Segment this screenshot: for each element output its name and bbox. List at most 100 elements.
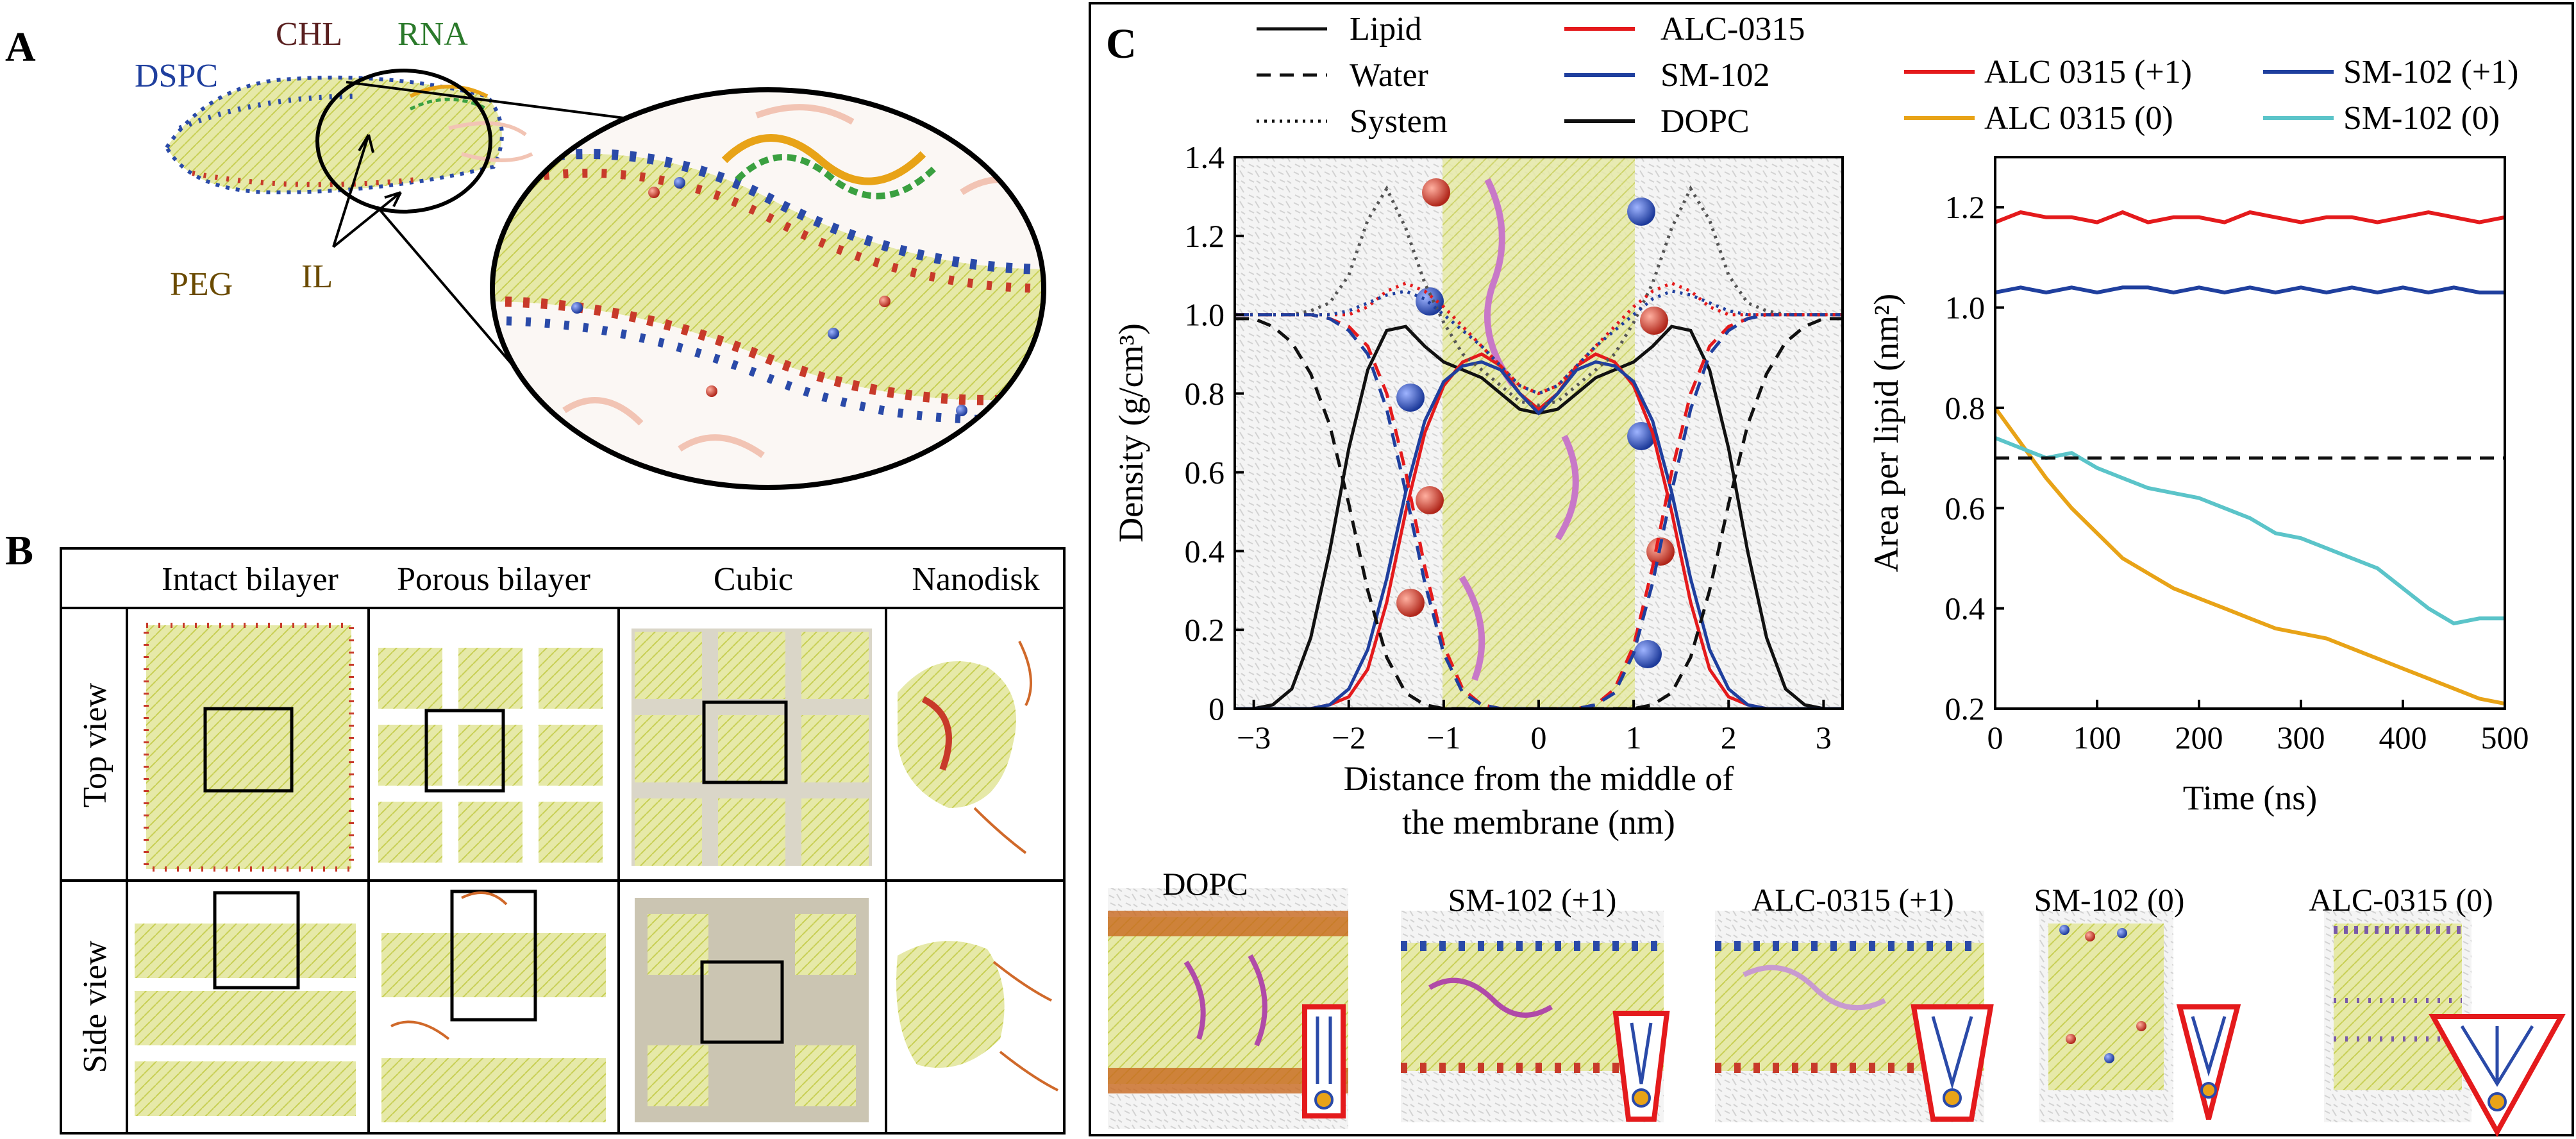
apl-series-3 [1995,436,2505,626]
density-ytick-label: 0.4 [1185,533,1225,569]
panel-b-letter: B [5,527,33,574]
density-xtick-label: −2 [1332,720,1366,755]
density-legend-label-0: ALC-0315 [1660,11,1805,47]
apl-ylabel: Area per lipid (nm²) [1867,294,1905,573]
apl-series-1 [1995,285,2505,295]
apl-xtick-label: 500 [2481,720,2529,755]
density-ytick-label: 1.2 [1185,218,1225,254]
density-xtick-label: −1 [1426,720,1460,755]
apl-ytick-label: 1.2 [1945,189,1986,225]
label-peg: PEG [170,266,233,303]
snapshot-intact-side [135,891,356,1116]
density-legend-label-dotted: System [1350,103,1448,140]
panel-c-letter: C [1106,21,1137,67]
column-header-intact: Intact bilayer [162,561,339,598]
density-ytick-label: 1.0 [1185,297,1225,333]
snapshot-nanodisk-top [898,641,1032,854]
apl-xtick-label: 100 [2073,720,2121,755]
density-xtick-label: 1 [1626,720,1642,755]
schematic-inverted-cone [1612,1011,1670,1122]
label-chl: CHL [276,16,342,53]
schematic-wide-cone [1911,1004,1994,1122]
panel-a-letter: A [5,24,36,71]
column-header-cubic: Cubic [714,561,793,598]
label-il: IL [301,258,333,295]
snapshot-alc0315-neutral: ALC-0315 (0) [2309,882,2566,1138]
apl-legend-label-2: ALC 0315 (0) [1984,100,2173,137]
row-header-top: Top view [77,682,113,807]
apl-series-0 [1995,210,2505,224]
apl-series-2 [1995,407,2505,706]
morphology-grid-frame [60,547,1066,1135]
density-legend-label-1: SM-102 [1660,57,1769,94]
apl-xtick-label: 200 [2175,720,2223,755]
snapshot-porous-top [378,648,603,863]
density-legend: Lipid Water System ALC-0315 SM-102 DOPC [1257,11,1805,140]
snapshot-cubic-top [631,629,872,866]
row-header-side: Side view [77,940,113,1073]
panel-b: B Intact bilayer Porous bilayer Cubic Na… [5,527,1066,1135]
snapshot-label-sm102-neutral: SM-102 (0) [2034,882,2185,918]
schematic-cylinder [1302,1004,1346,1118]
density-ytick-label: 0.8 [1185,376,1225,412]
density-ytick-label: 1.4 [1185,139,1225,175]
density-series-6 [1235,185,1843,407]
apl-ytick-label: 0.2 [1945,691,1986,727]
density-ytick-label: 0 [1209,691,1225,727]
apl-xtick-label: 400 [2379,720,2427,755]
snapshot-sm102-neutral: SM-102 (0) [2034,882,2241,1122]
snapshot-label-alc0315-charged: ALC-0315 (+1) [1752,882,1954,918]
schematic-small-triangle [2176,1004,2241,1120]
snapshot-label-alc0315-neutral: ALC-0315 (0) [2309,882,2493,918]
apl-plot-frame [1994,156,2506,710]
density-xtick-label: 0 [1531,720,1547,755]
apl-legend-label-1: SM-102 (+1) [2343,54,2518,90]
apl-lines [1995,210,2505,706]
apl-axes: 0 100 200 300 400 500 0.2 0.4 0.6 0.8 1.0 1.2 Time (… [1867,189,2529,817]
density-legend-label-solid: Lipid [1350,11,1422,47]
zoom-connector-top [346,81,655,123]
snapshot-cubic-side [635,898,869,1122]
snapshot-sm102-charged: SM-102 (+1) [1401,882,1670,1122]
density-lines [1235,185,1843,709]
density-legend-label-2: DOPC [1660,103,1750,140]
label-rna: RNA [397,16,468,53]
apl-xlabel: Time (ns) [2183,779,2318,817]
panel-c: C −3 −2 −1 0 1 2 300.20.40.60.81.01.21.4Distan… [1089,2,2574,1138]
snapshot-alc0315-charged: ALC-0315 (+1) [1715,882,1994,1122]
snapshot-label-dopc: DOPC [1162,866,1248,902]
label-dspc: DSPC [135,58,218,94]
il-arrows [332,133,402,248]
apl-legend-label-0: ALC 0315 (+1) [1984,54,2192,90]
panel-a: A [5,16,1046,490]
snapshot-intact-top [144,623,354,872]
density-xtick-label: 3 [1816,720,1832,755]
density-series-5 [1235,313,1843,709]
apl-xtick-label: 0 [1987,720,2003,755]
apl-xtick-label: 300 [2277,720,2325,755]
zoom-origin-circle [315,69,492,214]
density-legend-label-dashed: Water [1350,57,1428,94]
density-ytick-label: 0.6 [1185,454,1225,490]
apl-ytick-label: 0.4 [1945,591,1986,627]
apl-legend: ALC 0315 (+1) SM-102 (+1) ALC 0315 (0) SM-1… [1904,54,2518,137]
density-series-8 [1235,289,1843,396]
density-xtick-label: −3 [1237,720,1271,755]
density-ylabel: Density (g/cm³) [1112,323,1150,543]
schematic-large-triangle [2429,1014,2566,1138]
density-series-2 [1235,360,1843,709]
density-xlabel-line2: the membrane (nm) [1402,803,1675,841]
snapshot-dopc: DOPC [1108,866,1348,1129]
apl-ytick-label: 1.0 [1945,290,1986,326]
apl-ytick-label: 0.8 [1945,390,1986,426]
column-header-porous: Porous bilayer [397,561,590,598]
density-ytick-label: 0.2 [1185,612,1225,648]
snapshot-porous-side [381,890,606,1122]
density-xtick-label: 2 [1721,720,1737,755]
density-xlabel-line1: Distance from the middle of [1344,759,1734,798]
zoom-circle [490,87,1046,490]
lnp-overview-illustration [164,75,533,195]
panel-c-frame [1089,2,2574,1136]
column-header-nanodisk: Nanodisk [912,561,1039,598]
